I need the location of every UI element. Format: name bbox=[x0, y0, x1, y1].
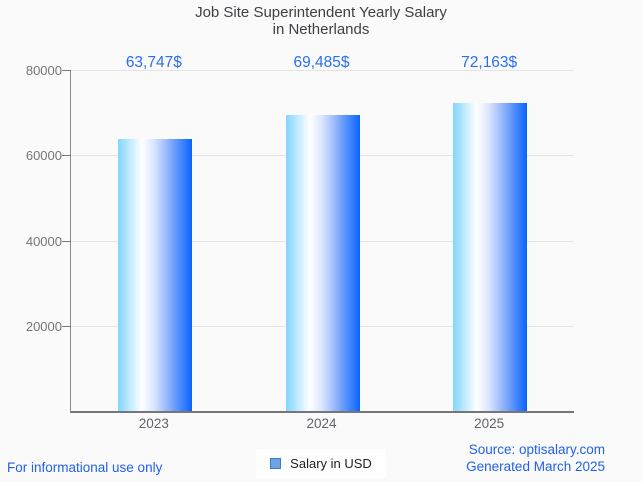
y-tick-20000 bbox=[62, 325, 71, 327]
y-axis-label: 60000 bbox=[25, 148, 62, 164]
disclaimer-text: For informational use only bbox=[7, 460, 163, 475]
generated-line: Generated March 2025 bbox=[466, 458, 605, 474]
legend-item: Salary in USD bbox=[256, 449, 386, 478]
value-label-2024: 69,485$ bbox=[293, 54, 350, 71]
plot-area bbox=[62, 70, 574, 413]
source-line: Source: optisalary.com bbox=[468, 442, 605, 457]
bar-2024 bbox=[285, 114, 360, 411]
x-axis-label-2023: 2023 bbox=[138, 416, 169, 431]
y-tick-80000 bbox=[62, 70, 71, 71]
chart-title: Job Site Superintendent Yearly Salary in… bbox=[0, 4, 642, 38]
source-text: Source: optisalary.com Generated March 2… bbox=[466, 442, 605, 475]
x-axis-label-2025: 2025 bbox=[474, 416, 505, 431]
legend: Salary in USD bbox=[0, 449, 642, 478]
y-axis-labels: 20000 40000 60000 80000 bbox=[0, 63, 62, 411]
x-axis-label-2024: 2024 bbox=[306, 416, 337, 431]
y-axis-label: 40000 bbox=[25, 233, 62, 249]
y-tick-60000 bbox=[62, 155, 71, 157]
chart-title-line1: Job Site Superintendent Yearly Salary bbox=[195, 4, 447, 21]
y-tick-40000 bbox=[62, 240, 71, 242]
x-axis-labels: 2023 2024 2025 bbox=[70, 416, 573, 432]
legend-label: Salary in USD bbox=[290, 456, 372, 471]
chart-title-line2: in Netherlands bbox=[272, 20, 370, 38]
legend-swatch-icon bbox=[270, 458, 282, 469]
bar-2025 bbox=[453, 103, 528, 411]
gridline-80000 bbox=[71, 70, 574, 71]
value-labels-row: 63,747$ 69,485$ 72,163$ bbox=[70, 54, 573, 72]
y-axis-label: 80000 bbox=[25, 63, 62, 78]
value-label-2025: 72,163$ bbox=[461, 54, 518, 71]
value-label-2023: 63,747$ bbox=[125, 54, 182, 71]
bar-2023 bbox=[117, 139, 192, 411]
y-axis-label: 20000 bbox=[25, 318, 62, 334]
